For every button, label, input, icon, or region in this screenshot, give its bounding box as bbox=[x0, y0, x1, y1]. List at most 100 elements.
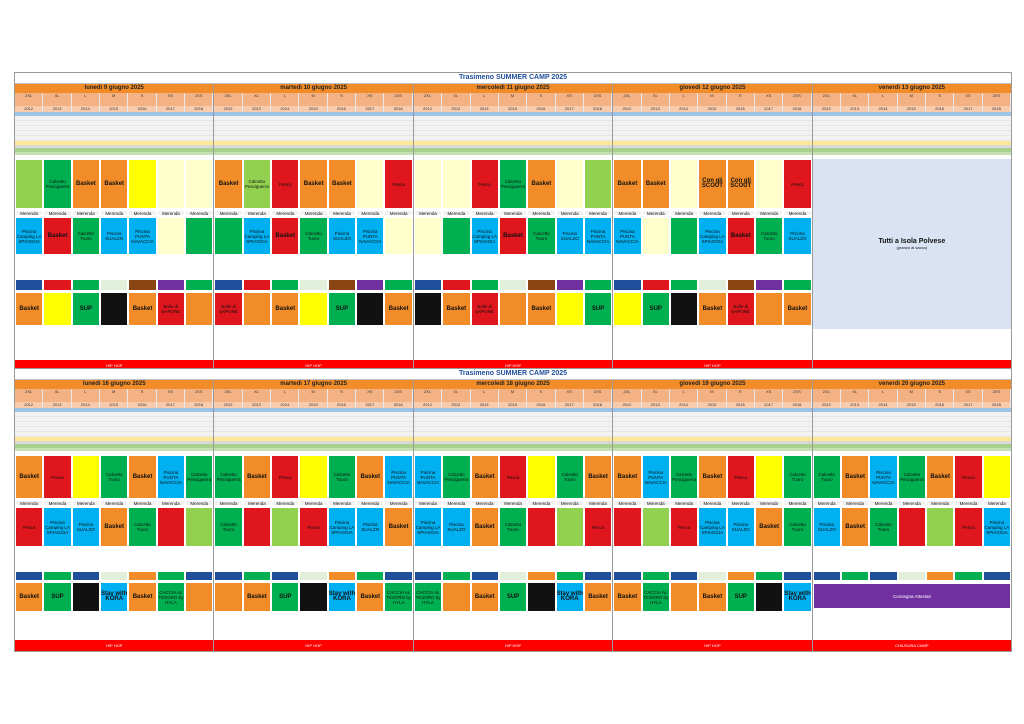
info-band bbox=[15, 422, 214, 427]
activity-cell bbox=[156, 279, 186, 291]
size-column-label: 2XS bbox=[185, 93, 214, 106]
activity-cell bbox=[641, 571, 670, 581]
activity-cell bbox=[754, 327, 784, 335]
activity-cell bbox=[442, 582, 471, 612]
activity-cell bbox=[128, 159, 157, 209]
activity-cell: Piscina PUNTA NAVACCIA bbox=[641, 455, 670, 499]
activity-cell: Merenda bbox=[128, 210, 157, 216]
activity-cell bbox=[442, 159, 471, 209]
activity-cell bbox=[812, 571, 841, 581]
activity-cell bbox=[726, 548, 755, 570]
activity-grid: Basket Calcetto Pesciguerra Pesca Basket Bas… bbox=[214, 155, 413, 355]
info-band bbox=[214, 141, 413, 145]
activity-cell: Merenda bbox=[413, 500, 443, 506]
activity-cell: Calcetto Tuoro bbox=[783, 507, 812, 547]
activity-cell: Piscina Camping LA SPIAGGIA bbox=[242, 217, 272, 255]
activity-cell: Merenda bbox=[214, 500, 243, 506]
activity-cell bbox=[185, 217, 214, 255]
activity-cell: Bolle di SAPONE bbox=[470, 292, 499, 326]
activity-cell: Basket bbox=[15, 455, 44, 499]
info-band bbox=[613, 448, 812, 451]
activity-cell bbox=[613, 548, 642, 570]
activity-cell bbox=[641, 507, 670, 547]
activity-cell: Merenda bbox=[470, 500, 499, 506]
activity-cell: Merenda bbox=[43, 500, 72, 506]
activity-cell: Merenda bbox=[498, 210, 528, 216]
day-column: martedì 17 giugno 2025 2XL XL L M S XS 2XS 2012 2… bbox=[214, 380, 414, 651]
info-band bbox=[812, 437, 1012, 441]
info-band bbox=[613, 116, 812, 121]
size-column-label: 2XS bbox=[983, 93, 1012, 106]
info-band bbox=[812, 145, 1012, 148]
day-header: lunedì 16 giugno 2025 bbox=[15, 380, 214, 389]
size-column-label: XL bbox=[841, 389, 870, 402]
size-column-label: 2XL bbox=[15, 389, 44, 402]
size-column-label: 2XS bbox=[185, 389, 214, 402]
day-column: mercoledì 11 giugno 2025 2XL XL L M S XS 2XS 201… bbox=[413, 84, 614, 371]
activity-cell bbox=[214, 582, 243, 612]
size-column-label: L bbox=[869, 93, 898, 106]
year-label: 2014 bbox=[72, 402, 101, 408]
activity-cell: Merenda bbox=[156, 210, 186, 216]
year-label: 2015 bbox=[898, 106, 926, 112]
activity-cell: Merenda bbox=[271, 500, 300, 506]
activity-cell bbox=[327, 571, 357, 581]
size-column-label: M bbox=[698, 93, 727, 106]
activity-cell: Merenda bbox=[413, 210, 443, 216]
activity-cell: CACCIA AL TESORO by HYLA bbox=[641, 582, 670, 612]
info-band bbox=[413, 412, 613, 417]
info-band bbox=[812, 136, 1012, 141]
activity-cell bbox=[669, 548, 699, 570]
size-column-label: 2XS bbox=[384, 93, 413, 106]
activity-cell bbox=[754, 582, 784, 612]
info-band bbox=[413, 145, 613, 148]
year-label: 2014 bbox=[869, 106, 898, 112]
activity-cell bbox=[982, 571, 1012, 581]
year-label: 2018 bbox=[185, 106, 214, 112]
year-label: 2016 bbox=[328, 106, 357, 112]
activity-cell: Basket bbox=[840, 455, 870, 499]
size-columns: 2XL XL L M S XS 2XS bbox=[214, 389, 413, 402]
activity-cell: Merenda bbox=[214, 210, 243, 216]
activity-cell: Merenda bbox=[641, 210, 670, 216]
activity-cell bbox=[384, 571, 413, 581]
activity-cell bbox=[128, 327, 157, 335]
info-band bbox=[413, 148, 613, 152]
size-column-label: M bbox=[100, 93, 129, 106]
activity-cell: Basket bbox=[498, 217, 528, 255]
year-label: 2013 bbox=[243, 402, 272, 408]
activity-cell: Calcetto Pesciguerra bbox=[897, 455, 926, 499]
activity-grid: Basket Pesca Calcetto Tuoro Basket Piscina P… bbox=[812, 451, 1012, 631]
activity-cell: Merenda bbox=[726, 500, 755, 506]
activity-cell bbox=[641, 548, 670, 570]
info-band bbox=[613, 408, 812, 412]
activity-cell bbox=[954, 548, 983, 570]
size-column-label: XS bbox=[954, 93, 983, 106]
activity-cell bbox=[384, 279, 413, 291]
activity-cell bbox=[812, 548, 841, 570]
size-column-label: XL bbox=[442, 93, 471, 106]
size-column-label: M bbox=[898, 93, 926, 106]
activity-cell: Merenda bbox=[982, 500, 1012, 506]
activity-cell bbox=[698, 256, 727, 278]
info-band bbox=[613, 412, 812, 417]
year-label: 2013 bbox=[642, 106, 670, 112]
info-band bbox=[15, 444, 214, 448]
size-column-label: 2XL bbox=[414, 389, 443, 402]
year-columns: 2012 2013 2014 2015 2016 2017 2018 bbox=[413, 402, 613, 408]
info-band bbox=[15, 441, 214, 444]
size-column-label: 2XL bbox=[613, 389, 642, 402]
year-label: 2016 bbox=[527, 106, 556, 112]
info-band bbox=[812, 444, 1012, 448]
activity-cell: Piscina SUALZO bbox=[812, 507, 841, 547]
activity-grid: Basket Pesca Calcetto Tuoro Basket Piscina P… bbox=[413, 451, 613, 631]
activity-cell bbox=[100, 548, 129, 570]
activity-cell: Calcetto Tuoro bbox=[555, 455, 584, 499]
activity-cell: Pesca bbox=[954, 507, 983, 547]
activity-cell: Calcetto Tuoro bbox=[299, 217, 328, 255]
size-column-label: M bbox=[299, 93, 328, 106]
activity-cell: Merenda bbox=[43, 210, 72, 216]
activity-cell: Merenda bbox=[527, 500, 556, 506]
activity-cell bbox=[555, 159, 584, 209]
activity-cell: Basket bbox=[698, 582, 727, 612]
